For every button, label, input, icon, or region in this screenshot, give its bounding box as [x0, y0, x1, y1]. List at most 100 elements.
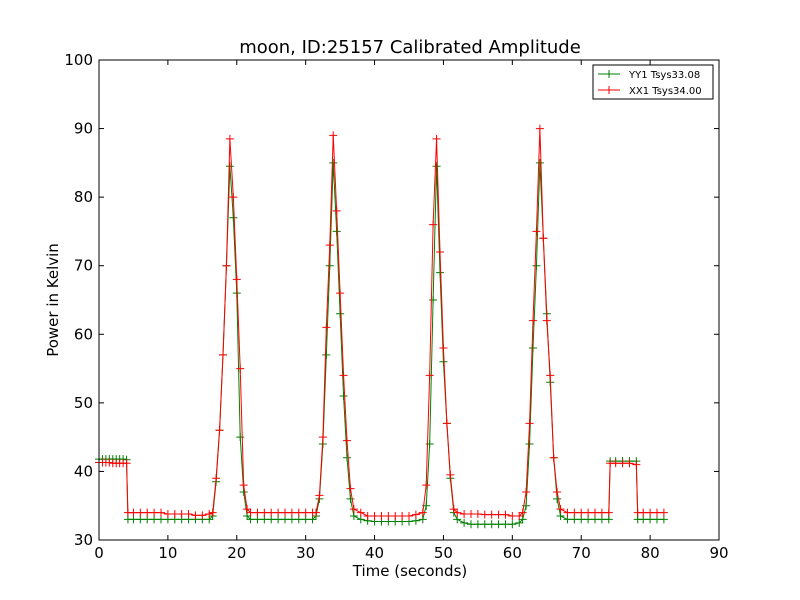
data-point	[229, 193, 238, 202]
data-point	[129, 515, 138, 524]
data-point	[436, 248, 444, 256]
data-point	[198, 511, 207, 520]
data-point	[343, 436, 351, 445]
data-point	[618, 459, 627, 468]
data-point	[243, 512, 252, 520]
data-point	[432, 134, 441, 143]
data-point	[570, 508, 579, 517]
y-tick-label: 60	[74, 325, 93, 343]
data-point	[549, 453, 558, 462]
data-point	[659, 508, 668, 517]
data-point	[577, 515, 586, 524]
data-point	[384, 512, 393, 520]
x-tick-label: 60	[503, 544, 522, 562]
data-point	[349, 505, 358, 514]
data-point	[494, 510, 503, 519]
data-point	[425, 371, 434, 380]
data-point	[294, 515, 303, 524]
data-point	[553, 494, 562, 503]
data-point	[411, 510, 420, 519]
data-point	[611, 459, 620, 468]
data-point	[556, 512, 565, 520]
data-point	[215, 426, 224, 435]
data-point	[329, 158, 338, 167]
data-point	[515, 512, 524, 520]
data-point	[332, 206, 341, 215]
data-point	[105, 458, 114, 467]
data-point	[422, 481, 431, 490]
x-tick-label: 20	[227, 544, 246, 562]
data-point	[563, 508, 572, 517]
data-point	[325, 261, 334, 270]
data-point	[597, 508, 606, 517]
x-tick-label: 40	[365, 544, 384, 562]
data-point	[473, 520, 482, 529]
data-point	[349, 512, 358, 520]
data-point	[219, 350, 227, 359]
data-point	[322, 350, 331, 359]
y-tick-label: 70	[74, 257, 93, 275]
data-point	[239, 481, 248, 490]
data-point	[346, 494, 355, 503]
plot-area	[99, 60, 719, 540]
data-point	[232, 275, 241, 284]
data-point	[418, 508, 427, 517]
legend-marker	[605, 86, 613, 94]
data-point	[439, 357, 448, 366]
data-point	[591, 515, 599, 524]
data-point	[225, 162, 234, 171]
data-point	[267, 515, 276, 524]
data-point	[525, 440, 534, 448]
data-point	[501, 510, 510, 519]
data-point	[356, 508, 365, 517]
y-axis-label: Power in Kelvin	[44, 243, 62, 357]
data-point	[525, 419, 534, 428]
data-point	[157, 515, 165, 524]
data-point	[467, 509, 475, 518]
data-point	[243, 505, 252, 514]
data-point	[329, 131, 338, 140]
data-point	[508, 512, 517, 520]
data-point	[170, 509, 179, 518]
data-point	[639, 508, 648, 517]
data-point	[453, 508, 462, 517]
data-point	[191, 511, 200, 520]
data-point	[480, 510, 489, 519]
data-point	[339, 371, 348, 380]
data-point	[473, 509, 482, 518]
y-tick-label: 50	[74, 394, 93, 412]
x-tick-label: 80	[641, 544, 660, 562]
data-point	[518, 508, 527, 517]
data-point	[646, 515, 655, 524]
data-point	[229, 213, 238, 222]
x-tick-label: 30	[296, 544, 315, 562]
data-point	[446, 470, 455, 479]
data-point	[436, 268, 444, 277]
y-axis: 30 40 50 60 70 80 90 100	[64, 51, 719, 549]
data-point	[212, 474, 221, 483]
data-point	[236, 433, 245, 442]
chart-title: moon, ID:25157 Calibrated Amplitude	[239, 37, 581, 58]
data-point	[377, 512, 386, 520]
data-point	[532, 227, 541, 236]
data-point	[570, 515, 579, 524]
data-point	[208, 508, 217, 517]
data-point	[205, 509, 214, 518]
data-point	[184, 509, 193, 518]
legend-item: XX1 Tsys34.00	[598, 86, 702, 97]
data-point	[318, 433, 327, 442]
data-point	[659, 515, 668, 524]
legend-marker	[605, 70, 613, 78]
data-point	[287, 515, 296, 524]
data-point	[336, 309, 345, 318]
data-point	[143, 508, 152, 517]
data-point	[639, 515, 648, 524]
data-point	[136, 515, 145, 524]
data-point	[460, 509, 469, 518]
data-point	[487, 520, 496, 529]
data-point	[591, 508, 599, 517]
data-point	[281, 508, 289, 517]
data-point	[539, 234, 548, 243]
data-point	[405, 512, 413, 520]
